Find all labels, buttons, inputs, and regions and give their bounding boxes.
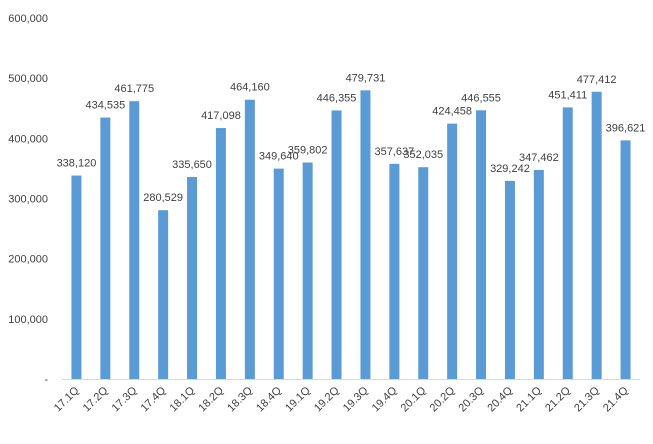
bar xyxy=(418,167,429,379)
x-tick-label: 17.2Q xyxy=(81,384,111,414)
data-label: 479,731 xyxy=(346,72,386,84)
data-label: 352,035 xyxy=(403,149,443,161)
data-label: 396,621 xyxy=(606,122,646,134)
bar xyxy=(100,117,111,379)
data-label: 335,650 xyxy=(172,159,212,171)
x-tick-label: 17.3Q xyxy=(110,384,140,414)
data-label: 461,775 xyxy=(114,83,154,95)
bar xyxy=(187,177,198,379)
x-tick-label: 19.4Q xyxy=(370,384,400,414)
x-tick-label: 19.1Q xyxy=(283,384,313,414)
bar xyxy=(447,123,458,379)
y-tick-label: 300,000 xyxy=(8,194,48,206)
bar xyxy=(71,175,82,379)
bar xyxy=(302,162,313,379)
bar xyxy=(273,168,284,379)
bar xyxy=(504,180,515,379)
y-tick-label: 200,000 xyxy=(8,254,48,266)
y-axis-labels: - 100,000 200,000 300,000 400,000 500,000 600,… xyxy=(8,13,48,386)
data-label: 280,529 xyxy=(143,192,183,204)
bar xyxy=(331,110,342,379)
data-label: 347,462 xyxy=(519,152,559,164)
x-tick-label: 18.3Q xyxy=(225,384,255,414)
data-label: 417,098 xyxy=(201,110,241,122)
y-tick-label: 400,000 xyxy=(8,133,48,145)
x-tick-label: 17.4Q xyxy=(139,384,169,414)
y-tick-label: 500,000 xyxy=(8,73,48,85)
data-label: 446,355 xyxy=(317,92,357,104)
bar xyxy=(244,99,255,379)
x-tick-label: 17.1Q xyxy=(52,384,82,414)
bar xyxy=(533,169,544,379)
x-tick-label: 21.1Q xyxy=(514,384,544,414)
data-label: 464,160 xyxy=(230,82,270,94)
bar xyxy=(476,110,487,379)
x-tick-label: 21.4Q xyxy=(601,384,631,414)
bar xyxy=(620,140,631,379)
data-label: 349,640 xyxy=(259,151,299,163)
bar xyxy=(158,210,169,379)
x-tick-label: 21.3Q xyxy=(572,384,602,414)
x-tick-label: 18.1Q xyxy=(167,384,197,414)
bars xyxy=(71,90,631,379)
x-tick-label: 20.2Q xyxy=(428,384,458,414)
data-label: 446,555 xyxy=(461,92,501,104)
x-tick-label: 18.4Q xyxy=(254,384,284,414)
data-label: 329,242 xyxy=(490,163,530,175)
bar xyxy=(562,107,573,379)
data-label: 359,802 xyxy=(288,145,328,157)
data-label: 477,412 xyxy=(577,74,617,86)
value-labels: 338,120 434,535 461,775 280,529 335,650 417,0… xyxy=(57,72,646,204)
y-tick-label: - xyxy=(44,374,48,386)
x-tick-label: 20.1Q xyxy=(399,384,429,414)
x-tick-label: 19.3Q xyxy=(341,384,371,414)
bar xyxy=(591,91,602,379)
x-axis-labels: 17.1Q 17.2Q 17.3Q 17.4Q 18.1Q 18.2Q 18.3Q 18.4Q… xyxy=(52,384,631,414)
y-tick-label: 100,000 xyxy=(8,314,48,326)
bar xyxy=(360,90,371,379)
data-label: 357,637 xyxy=(374,146,414,158)
data-label: 424,458 xyxy=(432,106,472,118)
x-tick-label: 19.2Q xyxy=(312,384,342,414)
data-label: 434,535 xyxy=(85,100,125,112)
bar xyxy=(215,128,226,379)
x-tick-label: 18.2Q xyxy=(196,384,226,414)
data-label: 338,120 xyxy=(57,158,97,170)
y-tick-label: 600,000 xyxy=(8,13,48,25)
bar xyxy=(389,163,400,379)
x-tick-label: 20.4Q xyxy=(485,384,515,414)
x-tick-label: 21.2Q xyxy=(543,384,573,414)
bar xyxy=(129,101,140,379)
x-tick-label: 20.3Q xyxy=(456,384,486,414)
data-label: 451,411 xyxy=(548,89,587,101)
